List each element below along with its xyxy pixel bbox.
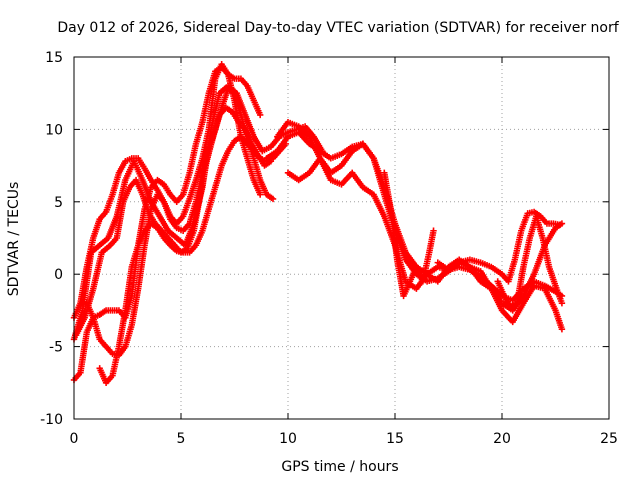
y-tick-label: -10 [40,412,63,428]
plus-marker [256,191,264,198]
y-axis-label: SDTVAR / TECUs [6,182,22,297]
x-tick-label: 10 [279,431,297,447]
y-tick-label: 10 [45,122,63,138]
y-tick-label: 5 [54,195,63,211]
plus-marker [430,227,437,234]
series-track-12 [494,213,566,311]
x-tick-label: 20 [493,431,511,447]
x-tick-label: 5 [177,431,186,447]
series-track-6 [96,133,290,386]
chart-title: Day 012 of 2026, Sidereal Day-to-day VTE… [57,20,619,36]
x-axis-label: GPS time / hours [281,459,398,475]
plus-marker [556,221,563,229]
plus-marker [256,111,264,119]
plus-marker [558,326,566,333]
plus-marker [269,195,277,203]
series-track-10 [434,208,563,285]
x-tick-label: 15 [386,431,404,447]
y-tick-label: 15 [45,50,63,66]
plus-marker [558,299,566,307]
series-track-11 [381,169,437,300]
data-points [70,61,566,386]
y-tick-labels: -10 -5 0 5 10 15 [40,50,63,428]
x-tick-labels: 0 5 10 15 20 25 [70,431,618,447]
x-tick-label: 0 [70,431,79,447]
series-track-1 [70,61,264,321]
x-tick-label: 25 [600,431,618,447]
y-tick-label: 0 [54,267,63,283]
series-track-5 [83,85,277,359]
plot-frame [73,56,610,420]
y-tick-label: -5 [49,340,63,356]
